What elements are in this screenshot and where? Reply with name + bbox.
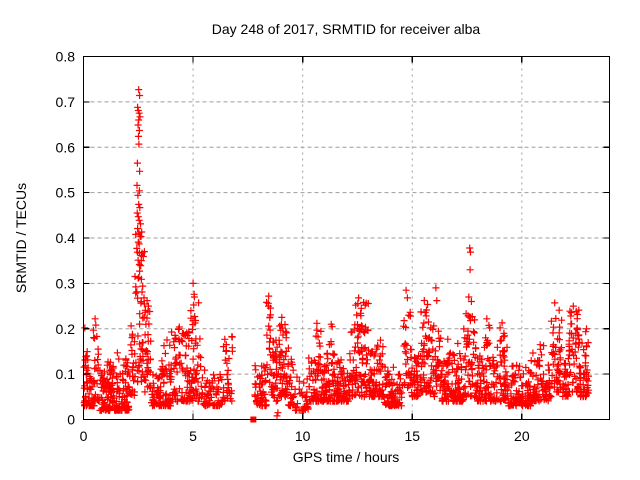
- plot-border: [82, 55, 611, 421]
- grid-lines: [83, 56, 610, 420]
- x-axis-label: GPS time / hours: [293, 449, 400, 465]
- y-tick-label: 0.8: [56, 49, 76, 65]
- x-tick-label: 20: [514, 428, 530, 444]
- y-tick-label: 0.5: [56, 185, 76, 201]
- x-tick-label: 15: [404, 428, 420, 444]
- chart-title: Day 248 of 2017, SRMTID for receiver alb…: [212, 21, 481, 37]
- x-tick-label: 5: [189, 428, 197, 444]
- axis-ticks: [82, 55, 610, 421]
- y-tick-label: 0.6: [56, 139, 76, 155]
- y-tick-label: 0.4: [56, 230, 76, 246]
- y-tick-label: 0.1: [56, 366, 76, 382]
- scatter-points: [80, 86, 593, 420]
- y-tick-label: 0.3: [56, 275, 76, 291]
- y-tick-label: 0.2: [56, 321, 76, 337]
- y-tick-label: 0: [67, 412, 75, 428]
- y-tick-label: 0.7: [56, 94, 76, 110]
- x-tick-label: 10: [295, 428, 311, 444]
- tick-labels: 0 5 10 15 20 0 0.1 0.2 0.3 0.4 0.5 0.6 0.7 0.8: [56, 49, 530, 445]
- y-axis-label: SRMTID / TECUs: [13, 183, 29, 293]
- x-tick-label: 0: [80, 428, 88, 444]
